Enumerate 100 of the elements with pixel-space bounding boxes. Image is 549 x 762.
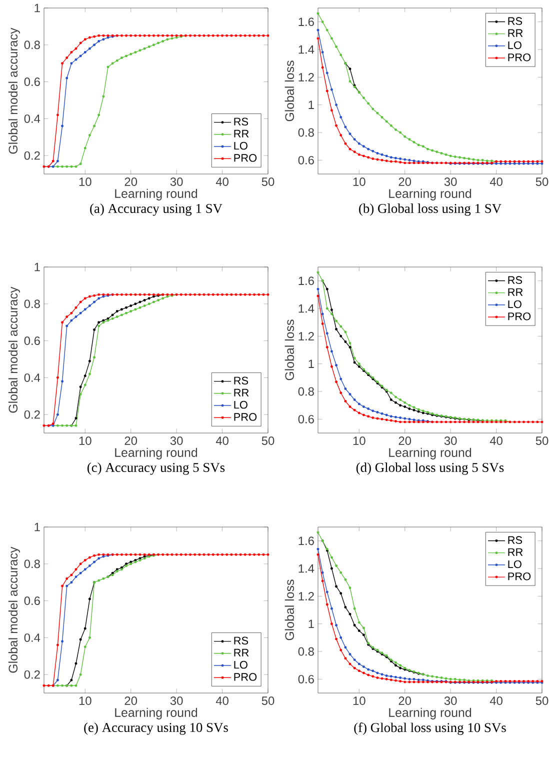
x-tick-label: 50 (262, 178, 274, 186)
x-tick-label: 50 (536, 696, 548, 705)
x-tick-label: 50 (262, 696, 274, 705)
y-tick-label: 1.2 (298, 592, 314, 600)
x-tick-label: 20 (124, 178, 138, 186)
x-tick-label: 30 (170, 436, 183, 445)
legend-label: RS (234, 118, 248, 126)
x-axis-title: Learning round (389, 448, 472, 460)
y-tick-label: 0.4 (24, 114, 40, 123)
y-tick-label: 1.2 (298, 73, 314, 82)
legend-label: RS (234, 636, 248, 645)
x-tick-label: 40 (216, 436, 228, 445)
legend-label: RR (508, 288, 523, 296)
x-tick-label: 30 (444, 178, 457, 186)
legend-label: PRO (508, 572, 531, 580)
y-tick-label: 1.6 (298, 276, 314, 286)
x-tick-label: 30 (444, 696, 457, 705)
x-tick-label: 40 (490, 178, 502, 186)
x-tick-label: 50 (536, 178, 548, 186)
x-tick-label: 10 (353, 436, 366, 445)
legend-label: LO (508, 560, 522, 568)
x-tick-label: 10 (353, 178, 366, 186)
legend-label: LO (234, 142, 248, 150)
text: (f) Global loss using 10 SVs (354, 722, 506, 735)
x-tick-label: 20 (124, 436, 138, 445)
y-tick-label: 0.2 (24, 410, 40, 419)
y-tick-label: 0.8 (298, 647, 314, 656)
y-tick-label: 0.6 (24, 336, 40, 346)
legend-label: LO (234, 660, 248, 669)
y-axis-title: Global model accuracy (8, 546, 20, 673)
x-tick-label: 40 (490, 436, 502, 445)
x-axis-title: Learning round (389, 188, 472, 200)
legend-label: RS (508, 276, 522, 284)
x-tick-label: 30 (444, 436, 457, 445)
legend-label: PRO (234, 673, 257, 681)
y-tick-label: 0.6 (298, 156, 314, 164)
y-tick-label: 1.6 (298, 536, 314, 546)
x-tick-label: 10 (79, 436, 92, 445)
legend-label: RR (234, 388, 249, 396)
legend-label: RR (508, 548, 523, 556)
y-tick-label: 1.4 (298, 564, 314, 573)
y-axis-title: Global model accuracy (8, 28, 20, 154)
y-tick-label: 1.4 (298, 304, 314, 313)
legend-label: RR (508, 29, 523, 37)
x-tick-label: 30 (170, 696, 183, 705)
text: (e) Accuracy using 10 SVs (84, 722, 228, 735)
y-tick-label: 0.8 (298, 387, 314, 396)
y-tick-label: 0.8 (24, 40, 40, 50)
y-tick-label: 1 (34, 522, 40, 532)
y-tick-label: 0.8 (24, 560, 40, 568)
x-tick-label: 10 (79, 178, 92, 186)
y-tick-label: 0.4 (24, 373, 40, 382)
y-tick-label: 1 (34, 262, 40, 272)
y-axis-title: Global loss (284, 60, 294, 122)
y-tick-label: 0.6 (24, 596, 40, 606)
y-tick-label: 0.6 (298, 674, 314, 684)
y-tick-label: 0.6 (24, 78, 40, 86)
y-tick-label: 1 (308, 620, 314, 628)
legend-label: PRO (508, 312, 531, 320)
text: (a) Accuracy using 1 SV (90, 204, 222, 216)
x-tick-label: 20 (398, 696, 412, 705)
y-tick-label: 0.6 (298, 414, 314, 424)
y-tick-label: 1.4 (298, 45, 314, 54)
y-tick-label: 0.2 (24, 670, 40, 679)
x-tick-label: 40 (490, 696, 502, 705)
x-axis-title: Learning round (115, 448, 198, 460)
y-tick-label: 1 (34, 4, 40, 12)
legend-label: LO (508, 41, 522, 50)
y-tick-label: 0.4 (24, 633, 40, 642)
x-axis-title: Learning round (389, 708, 472, 720)
y-axis-title: Global loss (284, 320, 294, 380)
text: (b) Global loss using 1 SV (359, 204, 502, 216)
x-tick-label: 50 (536, 436, 548, 445)
text: (c) Accuracy using 5 SVs (87, 462, 225, 475)
y-axis-title: Global loss (284, 580, 294, 640)
x-tick-label: 20 (398, 178, 412, 186)
y-axis-title: Global model accuracy (8, 286, 20, 413)
y-tick-label: 1.2 (298, 332, 314, 340)
x-axis-title: Learning round (115, 708, 198, 720)
legend-label: LO (508, 300, 522, 308)
x-tick-label: 30 (170, 178, 183, 186)
text: (d) Global loss using 5 SVs (356, 462, 504, 475)
legend-label: PRO (234, 413, 257, 421)
x-tick-label: 20 (398, 436, 412, 445)
legend-label: RS (508, 17, 522, 25)
x-tick-label: 50 (262, 436, 274, 445)
legend-label: LO (234, 400, 248, 409)
legend-label: RR (234, 648, 249, 656)
y-tick-label: 0.8 (298, 128, 314, 137)
x-axis-title: Learning round (115, 188, 198, 200)
x-tick-label: 10 (353, 696, 366, 705)
y-tick-label: 0.8 (24, 300, 40, 308)
legend-label: RS (508, 536, 522, 544)
x-tick-label: 40 (216, 696, 228, 705)
y-tick-label: 1.6 (298, 18, 314, 26)
legend-label: PRO (234, 154, 257, 162)
legend-label: RS (234, 376, 248, 385)
y-tick-label: 0.2 (24, 151, 40, 160)
x-tick-label: 10 (79, 696, 92, 705)
x-tick-label: 40 (216, 178, 228, 186)
